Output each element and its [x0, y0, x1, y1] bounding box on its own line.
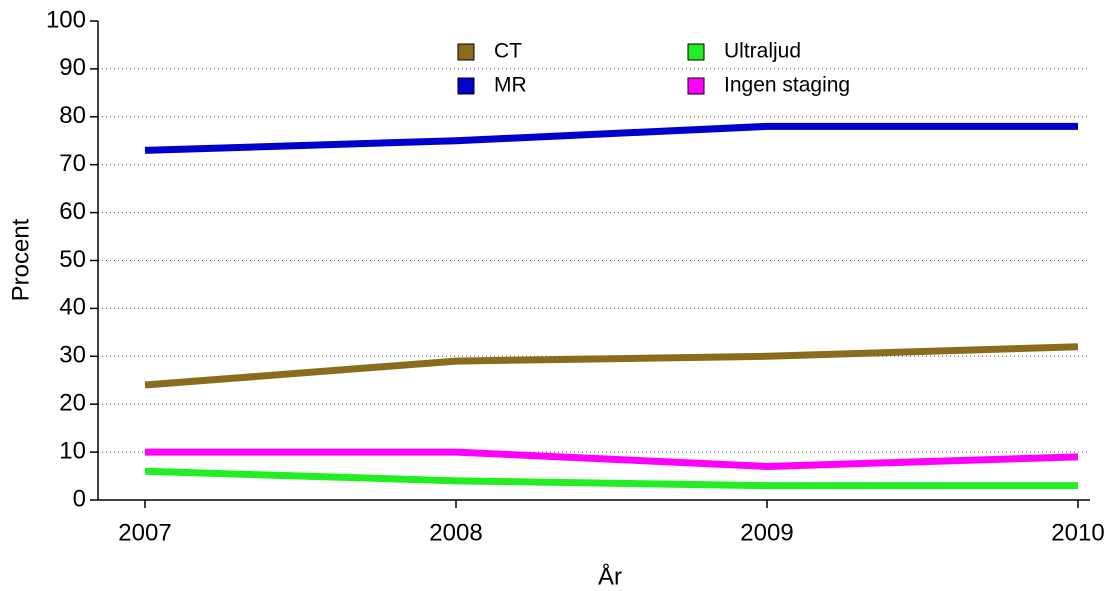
legend-label: Ingen staging	[724, 74, 850, 97]
series-line	[144, 122, 1078, 154]
y-tick-label: 0	[73, 485, 86, 512]
x-tick-label: 2007	[118, 519, 171, 546]
y-tick-label: 60	[59, 198, 86, 225]
x-tick-label: 2009	[740, 519, 793, 546]
y-tick-label: 20	[59, 390, 86, 417]
x-tick-label: 2008	[429, 519, 482, 546]
x-axis-label: År	[598, 562, 622, 590]
legend-swatch	[687, 43, 705, 61]
legend-label: Ultraljud	[724, 40, 801, 63]
y-tick-label: 30	[59, 342, 86, 369]
y-tick-label: 10	[59, 437, 86, 464]
series-line	[144, 467, 1078, 490]
series-line	[145, 448, 1079, 470]
legend: CT MR Ultraljud Ingen staging	[457, 40, 850, 97]
legend-swatch	[457, 77, 475, 95]
y-tick-label: 70	[59, 150, 86, 177]
legend-swatch	[457, 43, 475, 61]
legend-label: CT	[494, 40, 522, 63]
y-axis-label: Procent	[7, 218, 34, 301]
series-line	[144, 343, 1079, 389]
legend-swatch	[687, 77, 705, 95]
x-tick-label: 2010	[1051, 519, 1104, 546]
y-tick-label: 50	[59, 246, 86, 273]
y-tick-label: 90	[59, 54, 86, 81]
y-tick-label: 80	[59, 102, 86, 129]
y-tick-label: 40	[59, 294, 86, 321]
y-tick-label: 100	[46, 6, 86, 33]
legend-label: MR	[494, 74, 527, 97]
